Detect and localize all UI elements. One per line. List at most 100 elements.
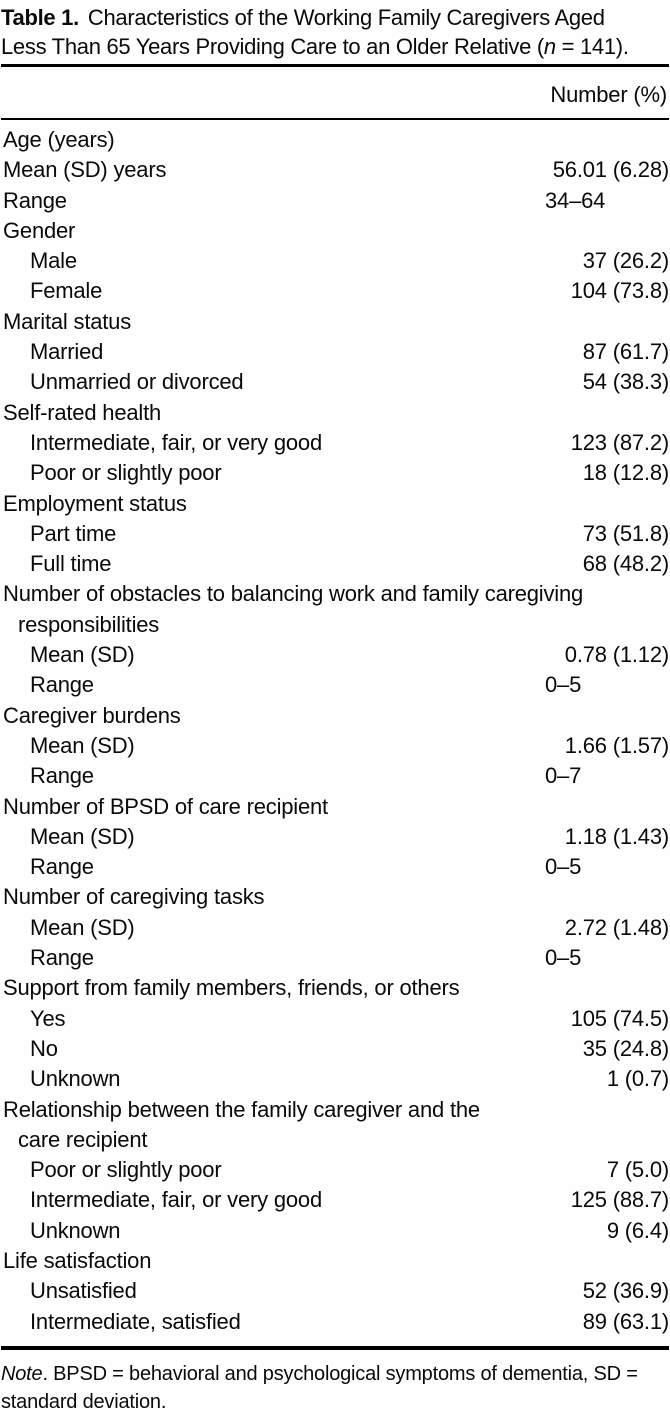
caption-text-2: Less Than 65 Years Providing Care to an … [1, 34, 544, 59]
row-label: care recipient [18, 1126, 148, 1152]
table-row: Number of obstacles to balancing work an… [1, 579, 669, 609]
row-label: Employment status [3, 490, 187, 516]
row-value: 9 (6.4) [606, 1217, 669, 1243]
row-value: 123 (87.2) [570, 429, 669, 455]
caption-text-3: = 141). [555, 34, 629, 59]
row-label: Yes [30, 1005, 66, 1031]
row-label: Unsatisfied [30, 1278, 137, 1304]
row-value: 18 (12.8) [582, 460, 669, 486]
row-value: 37 (26.2) [582, 248, 669, 274]
row-label: Relationship between the family caregive… [3, 1096, 480, 1122]
row-label: responsibilities [18, 611, 160, 637]
row-label: Support from family members, friends, or… [3, 975, 460, 1001]
row-label: Life satisfaction [3, 1247, 152, 1273]
row-label: Marital status [3, 308, 132, 334]
caption-text-1: Characteristics of the Working Family Ca… [87, 5, 605, 30]
bottom-rule [1, 1345, 669, 1350]
table-body: Age (years) Mean (SD) years 56.01 (6.28)… [1, 120, 669, 1346]
table-row: Mean (SD) years 56.01 (6.28) [1, 155, 669, 185]
table-row: Full time 68 (48.2) [1, 549, 669, 579]
row-label: Mean (SD) years [3, 157, 167, 183]
table-caption: Table 1. Characteristics of the Working F… [1, 0, 669, 61]
table-row: Poor or slightly poor 7 (5.0) [1, 1155, 669, 1185]
table-row: Yes 105 (74.5) [1, 1004, 669, 1034]
row-label: Mean (SD) [30, 823, 135, 849]
row-value: 35 (24.8) [582, 1035, 669, 1061]
row-label: Mean (SD) [30, 914, 135, 940]
caption-table-number: Table 1. [1, 5, 79, 30]
table-row: No 35 (24.8) [1, 1034, 669, 1064]
table-row: Unknown 1 (0.7) [1, 1064, 669, 1094]
top-rule [1, 64, 669, 67]
row-value: 104 (73.8) [570, 278, 669, 304]
table-row: Intermediate, satisfied 89 (63.1) [1, 1307, 669, 1337]
row-label: Self-rated health [3, 399, 162, 425]
row-label: Intermediate, fair, or very good [30, 429, 322, 455]
row-label: Intermediate, satisfied [30, 1308, 241, 1334]
table-row: Support from family members, friends, or… [1, 973, 669, 1003]
table-row: Range 34–64 [1, 186, 669, 216]
row-label: Male [30, 248, 77, 274]
table-row: Unmarried or divorced 54 (38.3) [1, 367, 669, 397]
row-value: 87 (61.7) [582, 339, 669, 365]
header-rule [1, 118, 669, 120]
table-row: Mean (SD) 1.66 (1.57) [1, 731, 669, 761]
row-value: 2.72 (1.48) [564, 914, 669, 940]
table-row: Range 0–5 [1, 852, 669, 882]
row-label: Female [30, 278, 103, 304]
table-row: Married 87 (61.7) [1, 337, 669, 367]
row-value: 89 (63.1) [582, 1308, 669, 1334]
table-row: Unknown 9 (6.4) [1, 1216, 669, 1246]
row-value: 1.18 (1.43) [564, 823, 669, 849]
row-value: 7 (5.0) [606, 1157, 669, 1183]
caption-line-2: Less Than 65 Years Providing Care to an … [1, 32, 669, 61]
row-value: 54 (38.3) [582, 369, 669, 395]
row-label: Intermediate, fair, or very good [30, 1187, 322, 1213]
table-row: Marital status [1, 307, 669, 337]
note-text-1: . BPSD = behavioral and psychological sy… [42, 1362, 638, 1385]
table-row: Number of caregiving tasks [1, 882, 669, 912]
table-row: Intermediate, fair, or very good 123 (87… [1, 428, 669, 458]
row-value: 0–5 [545, 854, 582, 880]
row-label: No [30, 1035, 58, 1061]
row-label: Range [30, 672, 94, 698]
row-label: Mean (SD) [30, 732, 135, 758]
table-row: Caregiver burdens [1, 701, 669, 731]
row-label: Number of BPSD of care recipient [3, 793, 328, 819]
table-row: Mean (SD) 1.18 (1.43) [1, 822, 669, 852]
table-row: Gender [1, 216, 669, 246]
row-label: Caregiver burdens [3, 702, 181, 728]
row-value: 105 (74.5) [570, 1005, 669, 1031]
note-line-2: standard deviation. [1, 1390, 167, 1413]
row-label: Gender [3, 217, 76, 243]
table-row: Poor or slightly poor 18 (12.8) [1, 458, 669, 488]
table-row: Mean (SD) 0.78 (1.12) [1, 640, 669, 670]
row-label: Mean (SD) [30, 642, 135, 668]
row-label: Part time [30, 520, 117, 546]
table-row: Intermediate, fair, or very good 125 (88… [1, 1185, 669, 1215]
row-label: Range [30, 945, 94, 971]
row-label: Number of caregiving tasks [3, 884, 265, 910]
table-row: Relationship between the family caregive… [1, 1095, 669, 1125]
row-label: Married [30, 339, 104, 365]
row-label: Poor or slightly poor [30, 1157, 222, 1183]
table-row: Life satisfaction [1, 1246, 669, 1276]
row-value: 0–5 [545, 672, 582, 698]
table-row: Male 37 (26.2) [1, 246, 669, 276]
table-row: Number of BPSD of care recipient [1, 792, 669, 822]
row-value: 68 (48.2) [582, 551, 669, 577]
table-row: care recipient [1, 1125, 669, 1155]
table-row: Range 0–7 [1, 761, 669, 791]
row-value: 1 (0.7) [606, 1066, 669, 1092]
table-row: Part time 73 (51.8) [1, 519, 669, 549]
table-note: Note. BPSD = behavioral and psychologica… [1, 1360, 669, 1416]
row-label: Full time [30, 551, 112, 577]
note-line-1: Note. BPSD = behavioral and psychologica… [1, 1360, 669, 1388]
table-row: Female 104 (73.8) [1, 276, 669, 306]
row-value: 1.66 (1.57) [564, 732, 669, 758]
row-label: Range [3, 187, 67, 213]
table-row: Range 0–5 [1, 943, 669, 973]
caption-n-variable: n [543, 34, 556, 59]
column-header-number-pct: Number (%) [550, 82, 667, 107]
